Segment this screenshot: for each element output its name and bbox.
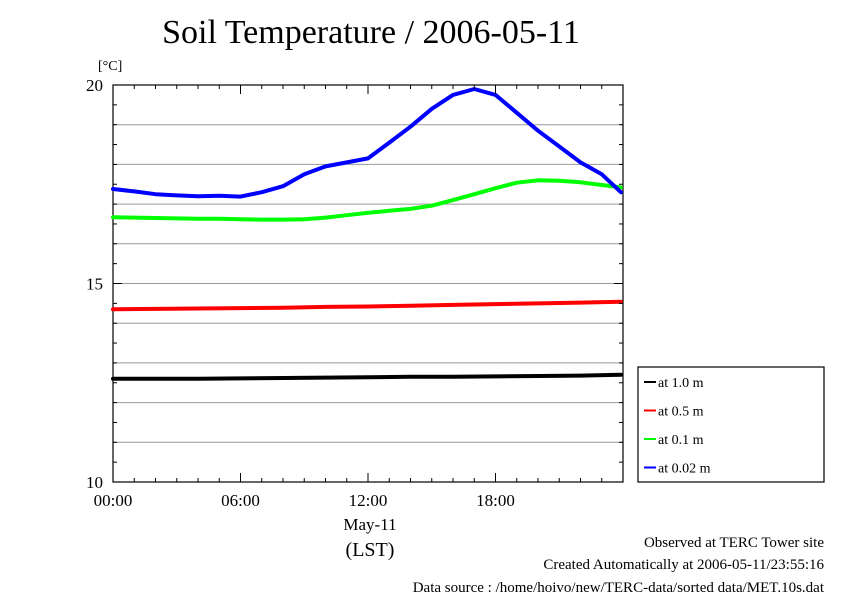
data-point xyxy=(494,93,497,97)
data-point xyxy=(600,172,604,176)
legend-label: at 0.1 m xyxy=(658,433,704,448)
data-point xyxy=(619,186,623,189)
data-point xyxy=(281,376,285,380)
data-point xyxy=(451,303,455,307)
data-point xyxy=(239,376,242,380)
footer-site: Observed at TERC Tower site xyxy=(643,535,824,551)
data-point xyxy=(302,172,306,176)
x-tick-label: 18:00 xyxy=(476,491,515,510)
data-point xyxy=(196,307,200,310)
data-point xyxy=(409,304,412,308)
data-point xyxy=(619,300,623,304)
legend-label: at 0.5 m xyxy=(658,405,704,420)
data-point xyxy=(154,307,157,311)
data-point xyxy=(260,218,264,221)
data-point xyxy=(557,145,561,148)
data-point xyxy=(111,377,115,381)
data-point xyxy=(239,306,242,310)
data-point xyxy=(536,178,540,182)
data-point xyxy=(451,198,455,202)
data-point xyxy=(132,189,136,193)
data-point xyxy=(281,184,285,188)
data-point xyxy=(111,307,115,311)
data-point xyxy=(579,301,582,304)
data-point xyxy=(154,216,157,220)
data-point xyxy=(536,129,540,133)
data-point xyxy=(196,194,200,198)
data-point xyxy=(324,164,327,168)
data-point xyxy=(154,377,157,381)
data-point xyxy=(111,215,115,219)
data-point xyxy=(430,107,434,111)
legend: at 1.0 m at 0.5 m at 0.1 m at 0.02 m xyxy=(637,366,825,483)
data-point xyxy=(557,179,561,183)
data-point xyxy=(387,209,391,213)
data-point xyxy=(409,375,412,379)
data-point xyxy=(324,305,327,309)
y-tick-label: 20 xyxy=(86,76,103,95)
x-date-label: May-11 xyxy=(343,515,396,534)
data-point xyxy=(430,204,434,208)
data-point xyxy=(175,193,179,197)
data-point xyxy=(494,374,497,378)
y-tick-label: 10 xyxy=(86,473,103,492)
legend-label: at 0.02 m xyxy=(658,462,711,477)
data-point xyxy=(239,195,242,198)
x-tick-label: 12:00 xyxy=(349,491,388,510)
data-point xyxy=(366,305,370,308)
data-point xyxy=(366,211,370,215)
data-point xyxy=(366,375,370,379)
y-unit-label: [°C] xyxy=(98,59,122,74)
data-point xyxy=(239,217,242,221)
data-point xyxy=(579,161,582,164)
data-point xyxy=(132,216,136,219)
data-point xyxy=(579,180,582,184)
data-point xyxy=(260,190,264,194)
data-point xyxy=(281,218,285,221)
data-point xyxy=(175,216,179,220)
data-point xyxy=(536,374,540,378)
data-point xyxy=(451,375,455,379)
data-point xyxy=(619,190,623,194)
footer-source: Data source : /home/hoivo/new/TERC-data/… xyxy=(412,580,824,596)
data-point xyxy=(324,216,327,219)
data-point xyxy=(579,374,582,378)
data-point xyxy=(196,377,200,381)
y-tick-label: 15 xyxy=(86,275,103,294)
data-point xyxy=(494,186,497,190)
data-point xyxy=(387,141,391,144)
chart-title: Soil Temperature / 2006-05-11 xyxy=(162,14,580,51)
data-point xyxy=(345,161,349,164)
data-point xyxy=(154,192,157,196)
x-timezone-label: (LST) xyxy=(346,539,395,561)
data-point xyxy=(600,183,604,187)
legend-box xyxy=(637,366,825,483)
data-point xyxy=(196,217,200,221)
data-point xyxy=(409,207,412,211)
data-point xyxy=(345,213,349,217)
x-tick-label: 06:00 xyxy=(221,491,260,510)
data-point xyxy=(472,192,476,196)
data-point xyxy=(451,93,455,97)
data-point xyxy=(111,187,115,191)
data-point xyxy=(217,194,221,198)
data-point xyxy=(515,111,519,115)
x-tick-label: 00:00 xyxy=(94,491,133,510)
series-line xyxy=(111,299,623,312)
data-point xyxy=(217,217,221,221)
data-point xyxy=(366,157,370,160)
data-point xyxy=(619,373,623,377)
legend-label: at 1.0 m xyxy=(658,376,704,391)
data-point xyxy=(494,302,497,306)
data-point xyxy=(324,376,327,379)
data-point xyxy=(515,181,519,185)
data-point xyxy=(302,217,306,221)
footer-created: Created Automatically at 2006-05-11/23:5… xyxy=(543,557,824,573)
data-point xyxy=(409,125,412,129)
data-point xyxy=(536,301,540,305)
data-point xyxy=(281,306,285,310)
